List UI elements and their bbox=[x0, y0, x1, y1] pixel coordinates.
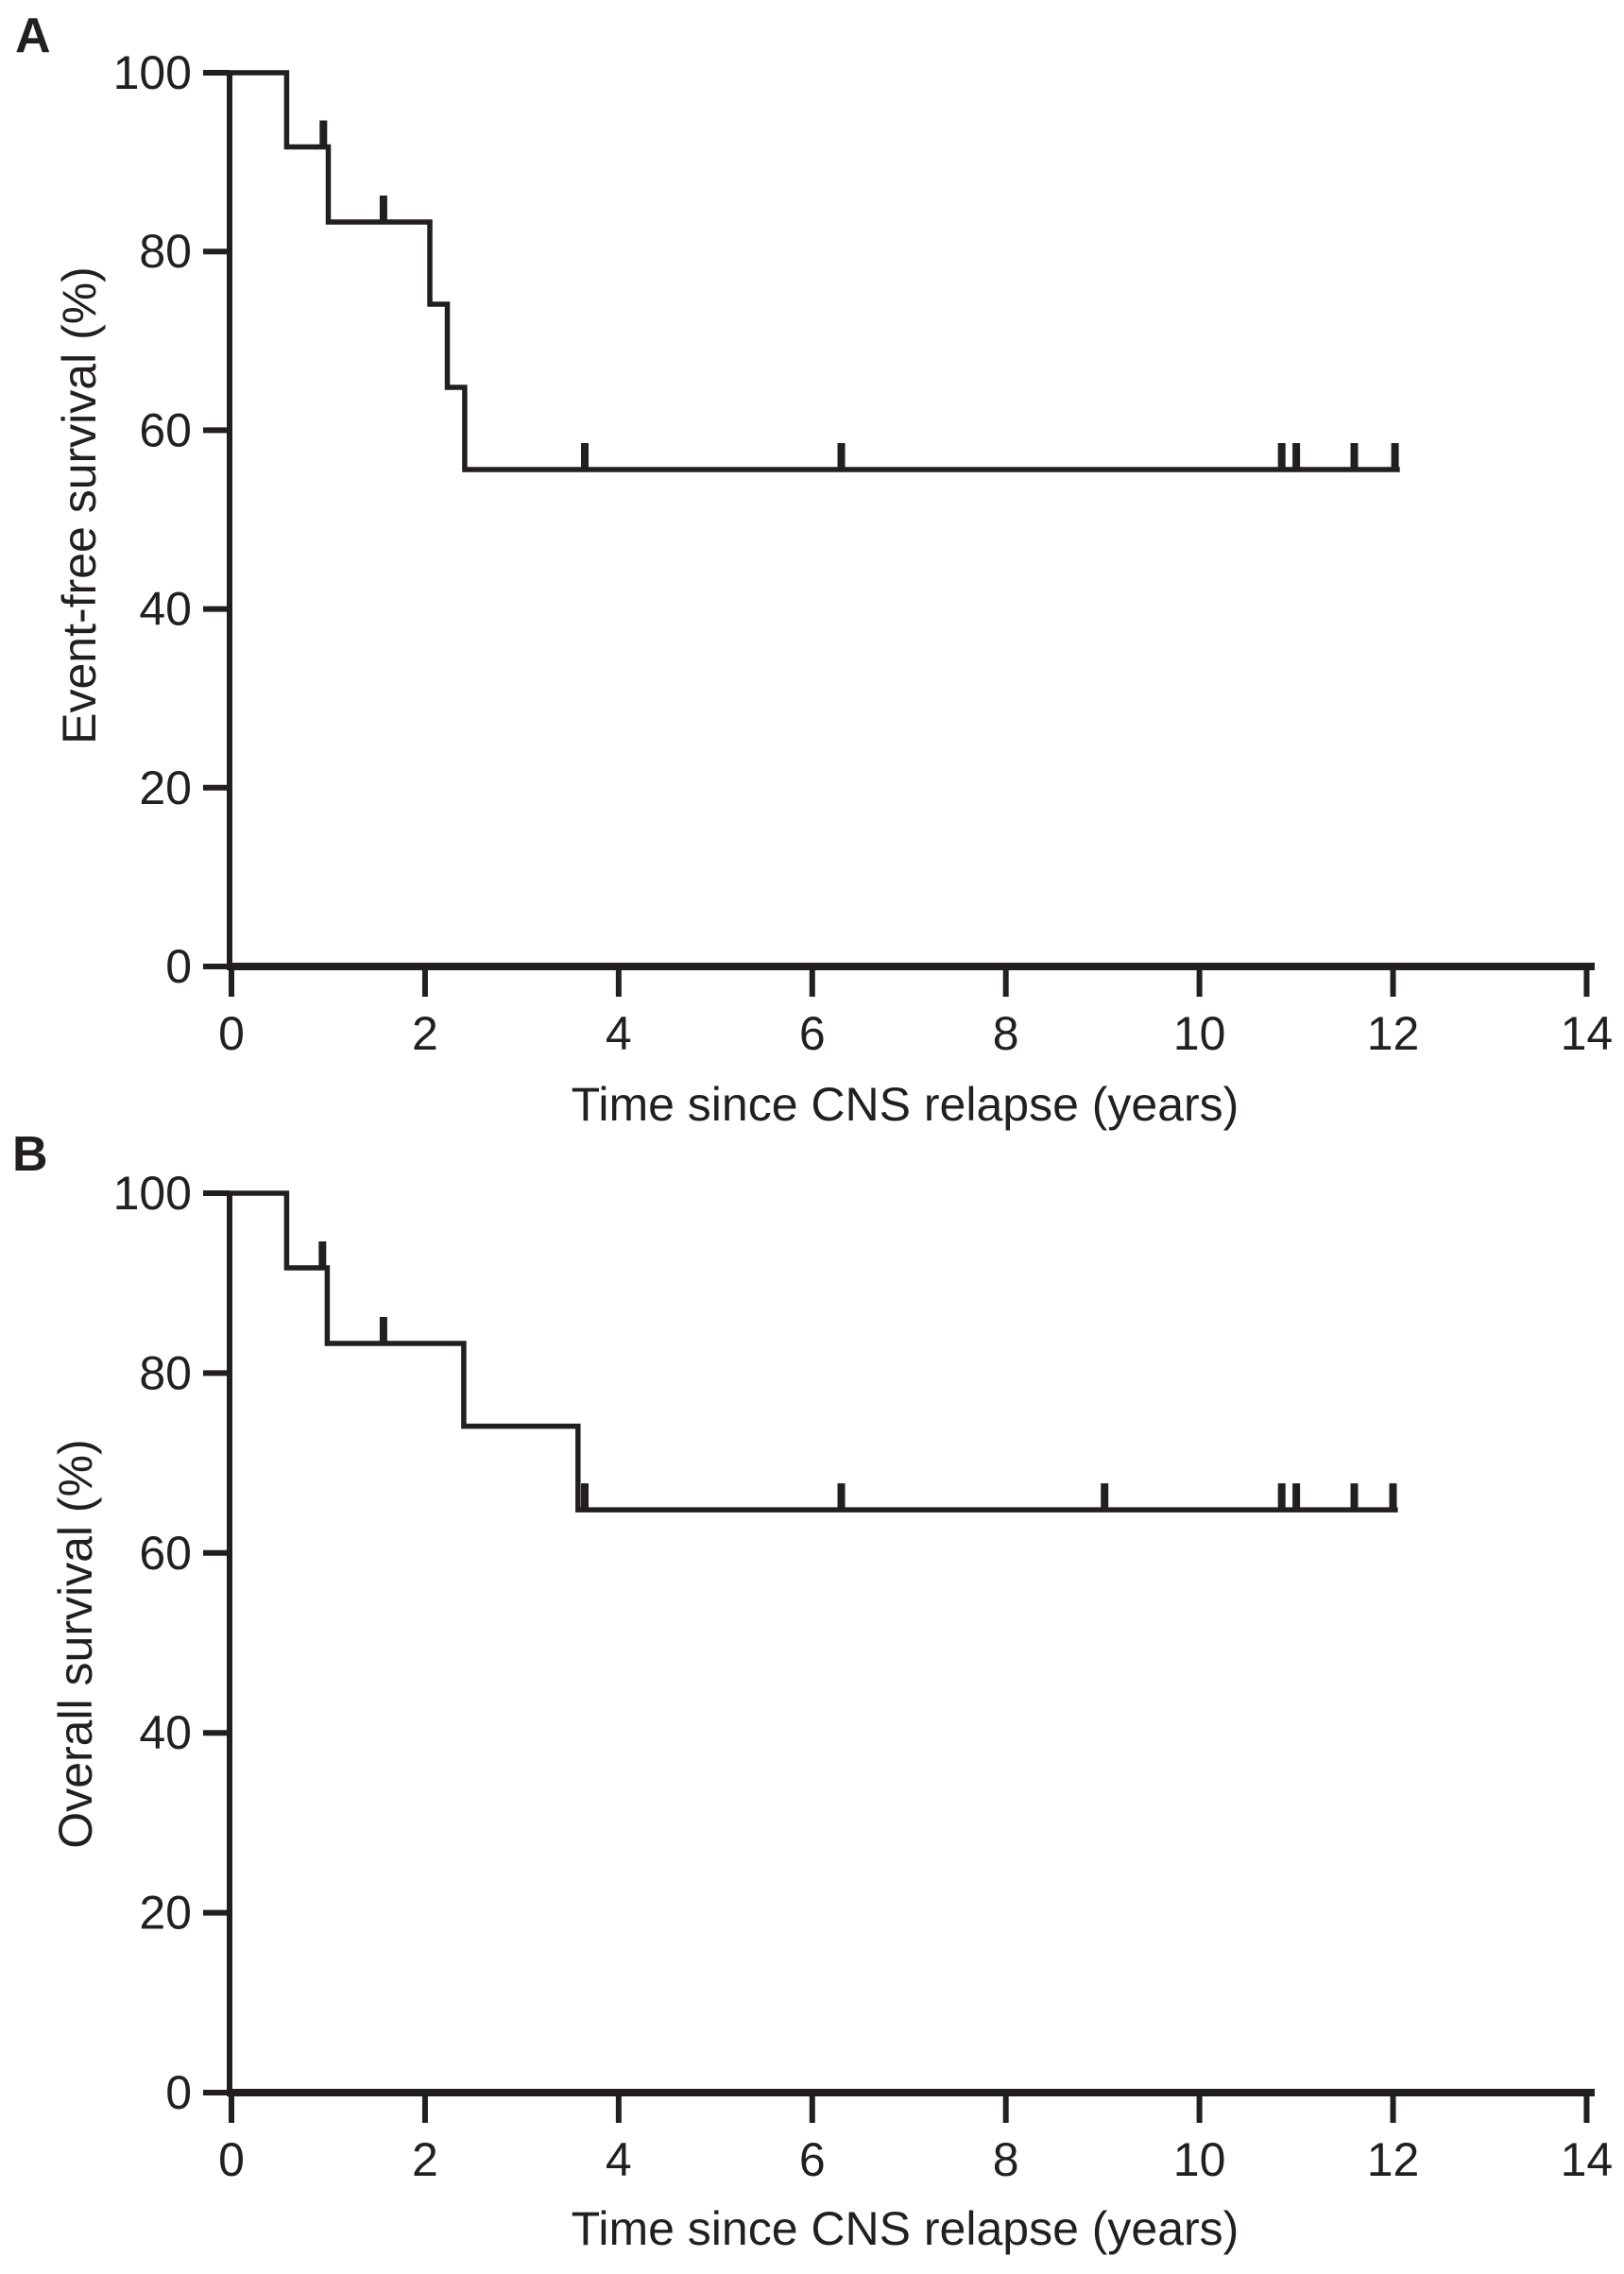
panel-b-y-tick-label: 100 bbox=[113, 1167, 192, 1220]
panel-a-x-tick-label: 2 bbox=[412, 1007, 438, 1060]
panel-b-x-tick-label: 0 bbox=[218, 2133, 245, 2186]
panel-a-y-tick-label: 0 bbox=[165, 940, 192, 993]
panel-b-x-tick-label: 10 bbox=[1173, 2133, 1226, 2186]
panel-b-km-curve bbox=[230, 1190, 1398, 1513]
panel-b-y-tick-label: 40 bbox=[139, 1706, 192, 1759]
panel-b-x-tick-label: 12 bbox=[1367, 2133, 1420, 2186]
panel-a-y-tick-label: 100 bbox=[113, 46, 192, 99]
panel-a-y-axis-title: Event-free survival (%) bbox=[53, 266, 106, 744]
panel-b-y-tick-label: 60 bbox=[139, 1527, 192, 1580]
panel-a-y-tick-label: 60 bbox=[139, 403, 192, 456]
panel-b-plot: 0 20 40 60 80 100 0 2 4 6 8 10 12 14 bbox=[113, 1167, 1614, 2186]
panel-b-x-tick-label: 6 bbox=[799, 2133, 826, 2186]
panel-b-censor-tick bbox=[837, 1483, 846, 1510]
panel-b-y-tick-label: 80 bbox=[139, 1346, 192, 1399]
panel-a-y-tick-label: 20 bbox=[139, 761, 192, 814]
panel-a-censor-tick bbox=[837, 443, 846, 469]
panel-a-plot: 0 20 40 60 80 100 0 2 4 6 8 10 12 14 bbox=[113, 46, 1614, 1060]
panel-a-censor-tick bbox=[1391, 443, 1399, 469]
panel-a-x-tick-label: 4 bbox=[606, 1007, 632, 1060]
panel-b-censor-tick bbox=[1292, 1483, 1301, 1510]
panel-a-y-tick-label: 80 bbox=[139, 225, 192, 278]
panel-a-censor-tick bbox=[1292, 443, 1301, 469]
panel-b-x-tick-label: 2 bbox=[412, 2133, 438, 2186]
panel-b-y-axis-title: Overall survival (%) bbox=[49, 1439, 102, 1849]
panel-b-y-tick-label: 20 bbox=[139, 1887, 192, 1940]
panel-a-censor-tick bbox=[379, 196, 387, 221]
panel-b-x-axis-title: Time since CNS relapse (years) bbox=[571, 2202, 1239, 2255]
panel-b-censor-tick bbox=[1101, 1483, 1109, 1510]
panel-b-censor-tick bbox=[581, 1483, 589, 1510]
panel-a-censor-tick bbox=[319, 120, 328, 146]
panel-a-x-tick-label: 8 bbox=[993, 1007, 1019, 1060]
panel-a-censor-tick bbox=[581, 443, 589, 469]
panel-a-km-curve bbox=[230, 70, 1400, 472]
panel-a-letter: A bbox=[15, 9, 51, 63]
panel-b-letter: B bbox=[12, 1127, 48, 1182]
panel-b-censor-tick bbox=[1389, 1483, 1397, 1510]
panel-a-x-tick-label: 0 bbox=[218, 1007, 245, 1060]
panel-a-x-axis-title: Time since CNS relapse (years) bbox=[571, 1078, 1239, 1131]
panel-b-x-tick-label: 8 bbox=[993, 2133, 1019, 2186]
panel-a-x-tick-label: 12 bbox=[1367, 1007, 1420, 1060]
panel-b-censor-tick bbox=[318, 1241, 327, 1267]
panel-a-censor-tick bbox=[1277, 443, 1286, 469]
panel-b-x-tick-label: 14 bbox=[1561, 2133, 1614, 2186]
panel-b-censor-tick bbox=[379, 1317, 387, 1342]
panel-a-x-tick-label: 14 bbox=[1561, 1007, 1614, 1060]
panel-b-censor-tick bbox=[1277, 1483, 1286, 1510]
panel-b-censor-tick bbox=[1350, 1483, 1359, 1510]
panel-a-x-tick-label: 10 bbox=[1173, 1007, 1226, 1060]
panel-a-y-tick-label: 40 bbox=[139, 583, 192, 636]
panel-a-censor-tick bbox=[1350, 443, 1359, 469]
panel-a-x-tick-label: 6 bbox=[799, 1007, 826, 1060]
panel-b-x-tick-label: 4 bbox=[606, 2133, 632, 2186]
panel-b-y-tick-label: 0 bbox=[165, 2066, 192, 2119]
